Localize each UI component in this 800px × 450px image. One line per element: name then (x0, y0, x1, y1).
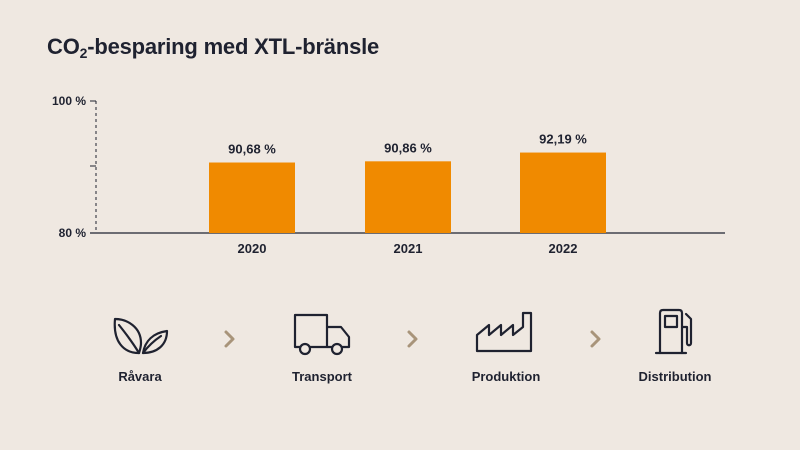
chevron-right-icon (407, 330, 418, 348)
bar-chart: 80 % 100 % 90,68 % 2020 90,86 % 2021 92,19 % 2… (52, 94, 725, 256)
title-prefix: CO (47, 34, 80, 59)
bar-value-label: 92,19 % (539, 132, 587, 147)
process-step-transport: Transport (257, 305, 387, 384)
bar-value-label: 90,86 % (384, 140, 432, 155)
process-step-ravara: Råvara (75, 305, 205, 384)
leaves-icon (113, 317, 169, 355)
bar-2022 (520, 152, 606, 233)
chart-title: CO2-besparing med XTL-bränsle (47, 34, 379, 61)
factory-icon (475, 311, 533, 353)
process-step-distribution: Distribution (610, 305, 740, 384)
chevron-right-icon (590, 330, 601, 348)
bar-2021 (365, 161, 451, 233)
process-step-label: Produktion (471, 369, 541, 384)
chart-labels: 90,68 % 2020 90,86 % 2021 92,19 % 2022 (228, 132, 587, 256)
process-step-label: Råvara (118, 369, 162, 384)
truck-icon (293, 313, 351, 356)
process-step-label: Distribution (638, 369, 712, 384)
title-subscript: 2 (79, 45, 88, 61)
x-tick-label: 2022 (549, 241, 578, 256)
fuel-pump-icon (654, 308, 693, 355)
bar-value-label: 90,68 % (228, 142, 276, 157)
chart-bars (209, 152, 606, 233)
y-tick-label: 80 % (59, 226, 87, 240)
y-tick-label: 100 % (52, 94, 86, 108)
chevron-right-icon (224, 330, 235, 348)
bar-2020 (209, 162, 295, 233)
x-tick-label: 2021 (394, 241, 423, 256)
process-step-label: Transport (292, 369, 352, 384)
process-step-produktion: Produktion (441, 305, 571, 384)
x-tick-label: 2020 (238, 241, 267, 256)
title-suffix: -besparing med XTL-bränsle (87, 34, 380, 59)
process-flow: Råvara Transport Produktion (0, 305, 800, 415)
